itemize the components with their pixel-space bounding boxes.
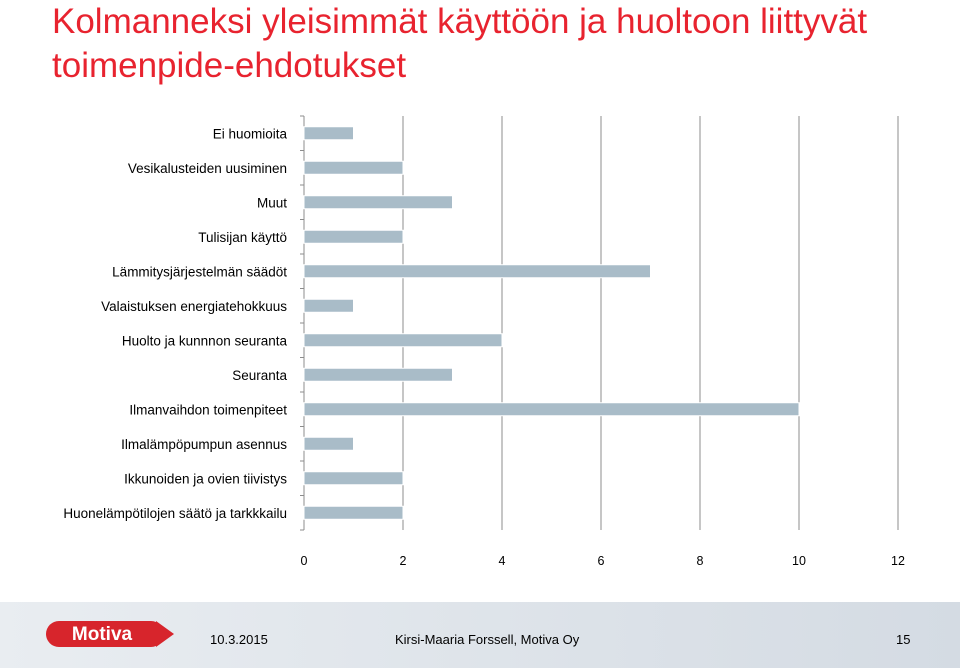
slide-title: Kolmanneksi yleisimmät käyttöön ja huolt… [52, 2, 868, 85]
category-label: Valaistuksen energiatehokkuus [101, 299, 287, 314]
category-label: Ikkunoiden ja ovien tiivistys [124, 471, 287, 486]
bar [303, 264, 651, 279]
x-tick-label: 10 [792, 554, 806, 568]
bar [303, 402, 800, 417]
category-label: Ilmalämpöpumpun asennus [121, 437, 287, 452]
logo-text: Motiva [72, 624, 133, 645]
x-tick-label: 4 [499, 554, 506, 568]
category-label: Seuranta [232, 368, 287, 383]
category-label: Huonelämpötilojen säätö ja tarkkkailu [63, 506, 287, 521]
x-tick-label: 8 [697, 554, 704, 568]
footer-author: Kirsi-Maaria Forssell, Motiva Oy [395, 632, 580, 647]
category-label: Vesikalusteiden uusiminen [128, 161, 287, 176]
bar [303, 229, 404, 244]
x-tick-label: 6 [598, 554, 605, 568]
x-tick-label: 0 [301, 554, 308, 568]
x-tick-label: 2 [400, 554, 407, 568]
bar [303, 126, 354, 141]
bar [303, 367, 453, 382]
bar [303, 298, 354, 313]
category-label: Huolto ja kunnnon seuranta [122, 333, 288, 348]
footer-date: 10.3.2015 [210, 632, 268, 647]
x-tick-label: 12 [891, 554, 905, 568]
category-label: Muut [257, 195, 287, 210]
page-number: 15 [896, 632, 911, 647]
bar [303, 333, 503, 348]
category-label: Ilmanvaihdon toimenpiteet [129, 402, 287, 417]
footer-bar: Motiva 10.3.2015 Kirsi-Maaria Forssell, … [0, 602, 960, 668]
bar [303, 471, 404, 486]
bar [303, 160, 404, 175]
motiva-logo: Motiva [46, 621, 174, 647]
bar [303, 195, 453, 210]
category-label: Ei huomioita [213, 126, 288, 141]
bar [303, 505, 404, 520]
category-label: Lämmitysjärjestelmän säädöt [112, 264, 287, 279]
category-label: Tulisijan käyttö [198, 230, 287, 245]
bar [303, 436, 354, 451]
bar-chart: Ei huomioita Vesikalusteiden uusiminen Muu… [63, 115, 905, 568]
